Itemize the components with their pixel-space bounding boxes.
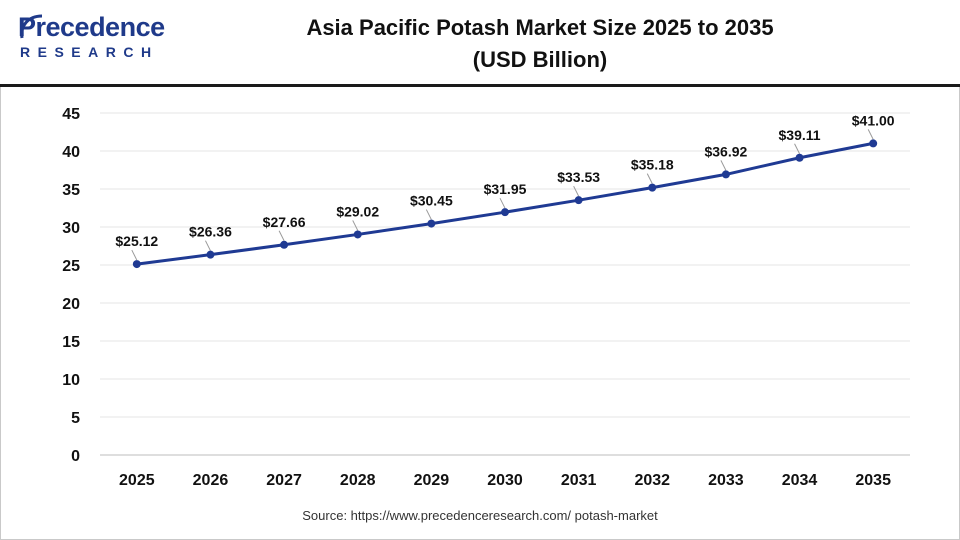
y-tick-label: 45 — [62, 106, 80, 123]
y-tick-label: 35 — [62, 182, 80, 199]
x-tick-label: 2033 — [708, 472, 744, 489]
chart-title-line1: Asia Pacific Potash Market Size 2025 to … — [306, 15, 774, 40]
data-label: $41.00 — [852, 112, 895, 128]
header-divider — [0, 84, 960, 87]
data-point — [427, 219, 436, 228]
data-label-leader — [720, 160, 727, 171]
data-label: $25.12 — [115, 233, 158, 249]
data-label: $35.18 — [631, 157, 674, 173]
data-point — [869, 139, 878, 148]
y-tick-label: 30 — [62, 220, 80, 237]
data-label-leader — [573, 185, 580, 197]
data-point — [132, 260, 141, 269]
data-label-leader — [499, 197, 506, 209]
data-label: $29.02 — [336, 203, 379, 219]
header: Precedence RESEARCH Asia Pacific Potash … — [0, 0, 960, 86]
x-tick-label: 2034 — [782, 472, 818, 489]
y-tick-label: 40 — [62, 144, 80, 161]
x-tick-label: 2027 — [266, 472, 302, 489]
logo-subtitle: RESEARCH — [20, 44, 159, 60]
data-label: $27.66 — [263, 214, 306, 230]
data-label-leader — [131, 249, 138, 261]
data-label-leader — [278, 230, 285, 242]
data-point — [574, 196, 583, 205]
x-tick-label: 2029 — [414, 472, 450, 489]
logo-wordmark: Precedence — [18, 12, 165, 42]
chart-title: Asia Pacific Potash Market Size 2025 to … — [230, 12, 850, 76]
chart-title-line2: (USD Billion) — [472, 47, 608, 72]
y-tick-label: 10 — [62, 372, 80, 389]
data-label-leader — [425, 209, 432, 220]
data-label-leader — [867, 129, 874, 140]
data-point — [721, 170, 730, 179]
x-tick-label: 2032 — [634, 472, 670, 489]
y-tick-label: 15 — [62, 334, 80, 351]
x-tick-label: 2035 — [855, 472, 891, 489]
data-label-leader — [205, 240, 211, 251]
y-tick-label: 5 — [71, 410, 80, 427]
data-point — [353, 230, 362, 239]
data-label-leader — [352, 220, 359, 231]
x-tick-label: 2028 — [340, 472, 376, 489]
y-tick-label: 25 — [62, 258, 80, 275]
data-label: $31.95 — [484, 181, 527, 197]
data-point — [501, 208, 509, 217]
y-tick-label: 20 — [62, 296, 80, 313]
data-label: $26.36 — [189, 224, 232, 240]
data-label-leader — [646, 173, 653, 184]
x-tick-label: 2030 — [487, 472, 523, 489]
data-point — [280, 240, 289, 249]
source-note: Source: https://www.precedenceresearch.c… — [302, 508, 658, 523]
data-point — [206, 250, 215, 259]
data-label: $39.11 — [779, 127, 821, 143]
data-label: $30.45 — [410, 193, 453, 209]
series-line — [136, 141, 874, 266]
data-point — [648, 183, 657, 192]
x-tick-label: 2026 — [193, 472, 229, 489]
logo-swoosh-icon — [20, 14, 43, 39]
data-label: $33.53 — [557, 169, 600, 185]
data-label: $36.92 — [704, 143, 747, 159]
x-tick-label: 2025 — [119, 472, 155, 489]
brand-logo: Precedence RESEARCH — [18, 12, 178, 72]
y-tick-label: 0 — [71, 448, 80, 465]
data-label-leader — [794, 143, 800, 154]
data-point — [795, 153, 804, 162]
x-tick-label: 2031 — [561, 472, 597, 489]
